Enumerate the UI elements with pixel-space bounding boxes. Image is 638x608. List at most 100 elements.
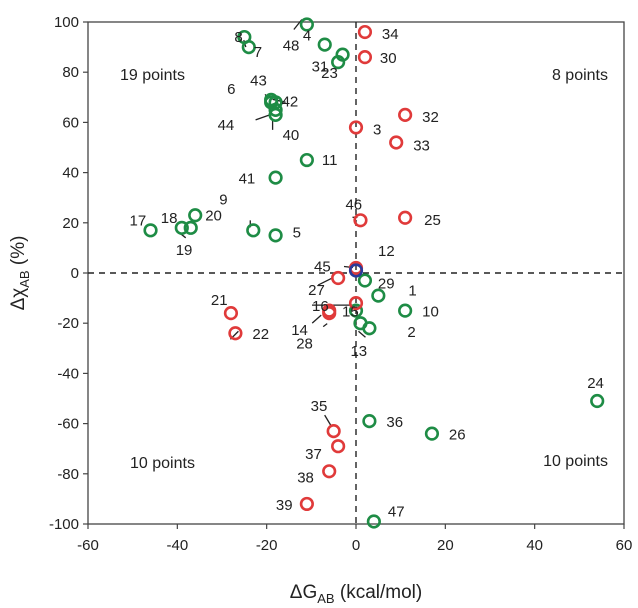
data-point-35 <box>326 424 341 439</box>
x-tick-label: -60 <box>77 537 99 554</box>
y-tick-label: -100 <box>49 516 79 533</box>
data-point-27 <box>331 270 346 286</box>
quadrant-label-top-right: 8 points <box>552 67 608 84</box>
data-point-37 <box>331 439 346 454</box>
data-point-5 <box>268 228 283 243</box>
point-label-43: 43 <box>250 72 267 89</box>
x-axis-title-subscript: AB <box>317 591 334 606</box>
leader-line-28 <box>322 323 328 328</box>
point-label-10: 10 <box>422 304 439 321</box>
point-label-3: 3 <box>373 121 381 138</box>
point-label-23: 23 <box>321 65 338 82</box>
y-axis-title-unit: (%) <box>8 236 29 271</box>
point-label-31: 31 <box>312 59 329 76</box>
data-point-32 <box>398 107 413 122</box>
point-label-42: 42 <box>282 93 299 110</box>
point-label-18: 18 <box>161 210 178 227</box>
x-axis-title: ΔGAB (kcal/mol) <box>290 582 422 606</box>
data-point-24 <box>590 393 605 409</box>
point-label-6: 6 <box>227 81 235 98</box>
point-label-5: 5 <box>293 224 301 241</box>
data-point-36 <box>362 413 377 429</box>
leader-line-4 <box>293 19 303 30</box>
point-label-25: 25 <box>424 212 441 229</box>
point-label-36: 36 <box>386 414 403 431</box>
data-point-4 <box>299 17 314 32</box>
point-label-12: 12 <box>378 243 395 260</box>
y-axis-title: ΔχAB (%) <box>8 236 32 311</box>
point-label-9: 9 <box>219 191 227 208</box>
data-point-25 <box>398 210 413 225</box>
data-point-21 <box>223 306 239 321</box>
data-point-30 <box>357 50 373 65</box>
point-label-17: 17 <box>130 212 147 229</box>
point-label-37: 37 <box>305 446 322 463</box>
y-tick-label: 60 <box>62 114 79 131</box>
x-tick-label: 60 <box>616 537 633 554</box>
data-point-38 <box>322 464 337 479</box>
data-point-3 <box>348 120 364 135</box>
x-axis-title-main: ΔG <box>290 582 317 603</box>
data-point-13 <box>353 316 368 331</box>
point-label-44: 44 <box>218 117 235 134</box>
data-point-20 <box>188 208 203 223</box>
point-label-7: 7 <box>254 44 262 61</box>
data-point-39 <box>299 496 314 512</box>
point-label-35: 35 <box>311 398 328 415</box>
data-point-11 <box>299 152 314 168</box>
y-tick-label: 20 <box>62 215 79 232</box>
point-label-26: 26 <box>449 427 466 444</box>
y-tick-label: -20 <box>57 315 79 332</box>
point-label-45: 45 <box>314 258 331 275</box>
point-label-21: 21 <box>211 292 228 309</box>
point-label-41: 41 <box>239 171 256 188</box>
point-label-46: 46 <box>345 196 362 213</box>
point-label-38: 38 <box>297 469 314 486</box>
y-axis-title-subscript: AB <box>17 270 32 287</box>
point-label-40: 40 <box>283 127 300 144</box>
data-point-41 <box>268 170 283 185</box>
data-point-33 <box>389 135 404 150</box>
y-tick-label: -80 <box>57 466 79 483</box>
point-label-11: 11 <box>322 152 338 169</box>
point-label-32: 32 <box>422 109 439 126</box>
point-label-34: 34 <box>382 26 399 43</box>
point-label-15: 15 <box>342 304 359 321</box>
data-point-9 <box>246 223 261 238</box>
x-tick-label: -20 <box>256 537 278 554</box>
data-point-28 <box>322 303 337 318</box>
leader-line-27 <box>317 277 333 286</box>
data-point-16 <box>348 296 364 311</box>
point-label-29: 29 <box>378 276 395 293</box>
point-label-19: 19 <box>176 242 193 259</box>
point-label-27: 27 <box>308 282 325 299</box>
data-point-31 <box>335 47 350 62</box>
x-tick-label: -40 <box>166 537 188 554</box>
y-axis-title-main: Δχ <box>8 288 29 311</box>
x-tick-label: 0 <box>352 537 360 554</box>
data-point-17 <box>143 223 158 238</box>
y-tick-label: 40 <box>62 165 79 182</box>
point-label-4: 4 <box>303 28 311 45</box>
data-point-22 <box>228 326 243 341</box>
point-label-2: 2 <box>407 324 415 341</box>
leader-line-14 <box>311 314 322 324</box>
y-tick-label: 100 <box>54 14 79 31</box>
data-point-42 <box>268 95 283 110</box>
data-points <box>143 17 605 529</box>
point-label-48: 48 <box>283 38 300 55</box>
data-point-48 <box>317 37 332 52</box>
data-point-45 <box>348 263 364 278</box>
x-tick-label: 40 <box>526 537 543 554</box>
data-point-47 <box>366 514 381 529</box>
data-point-1 <box>371 288 386 303</box>
leader-line-35 <box>324 414 332 426</box>
point-label-20: 20 <box>205 207 222 224</box>
point-label-13: 13 <box>350 343 367 360</box>
x-tick-label: 20 <box>437 537 454 554</box>
data-point-46 <box>353 213 368 228</box>
point-label-39: 39 <box>276 497 293 514</box>
point-label-30: 30 <box>380 50 397 67</box>
